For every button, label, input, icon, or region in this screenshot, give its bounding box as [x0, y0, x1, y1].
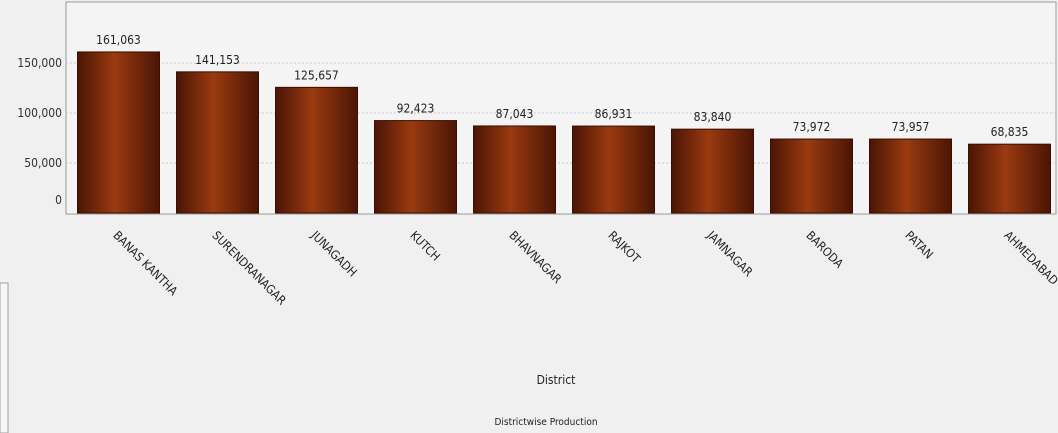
- y-tick-label: 50,000: [24, 156, 62, 170]
- data-label: 83,840: [694, 110, 732, 124]
- x-axis-title: District: [537, 373, 576, 387]
- x-tick-label: SURENDRANAGAR: [209, 228, 289, 308]
- x-tick-label: BARODA: [803, 228, 846, 271]
- bar[interactable]: [77, 51, 160, 214]
- side-panel-edge: [0, 282, 9, 433]
- bar[interactable]: [473, 125, 556, 214]
- chart-caption: Districtwise Production: [494, 417, 597, 428]
- data-label: 141,153: [195, 53, 240, 67]
- x-tick-label: PATAN: [902, 228, 935, 261]
- bar[interactable]: [671, 128, 754, 214]
- x-tick-label: KUTCH: [407, 228, 443, 264]
- data-label: 73,972: [793, 120, 831, 134]
- data-label: 86,931: [595, 107, 633, 121]
- data-label: 125,657: [294, 68, 339, 82]
- bar[interactable]: [275, 86, 358, 214]
- data-label: 68,835: [991, 125, 1029, 139]
- x-tick-label: RAJKOT: [605, 228, 643, 266]
- bar[interactable]: [176, 71, 259, 214]
- bar[interactable]: [869, 138, 952, 214]
- bar[interactable]: [968, 143, 1051, 214]
- bar[interactable]: [572, 125, 655, 214]
- y-tick-label: 100,000: [17, 106, 62, 120]
- x-tick-label: JAMNAGAR: [704, 228, 756, 280]
- data-label: 161,063: [96, 33, 141, 47]
- bar[interactable]: [770, 138, 853, 214]
- data-label: 73,957: [892, 120, 930, 134]
- y-tick-label: 0: [55, 193, 62, 207]
- bar[interactable]: [374, 120, 457, 214]
- data-label: 87,043: [496, 107, 534, 121]
- data-label: 92,423: [397, 102, 435, 116]
- x-tick-label: AHMEDABAD: [1001, 228, 1058, 288]
- y-tick-label: 150,000: [17, 56, 62, 70]
- x-tick-label: BHAVNAGAR: [506, 228, 564, 286]
- x-tick-label: BANAS KANTHA: [110, 228, 180, 298]
- x-tick-label: JUNAGADH: [308, 228, 360, 280]
